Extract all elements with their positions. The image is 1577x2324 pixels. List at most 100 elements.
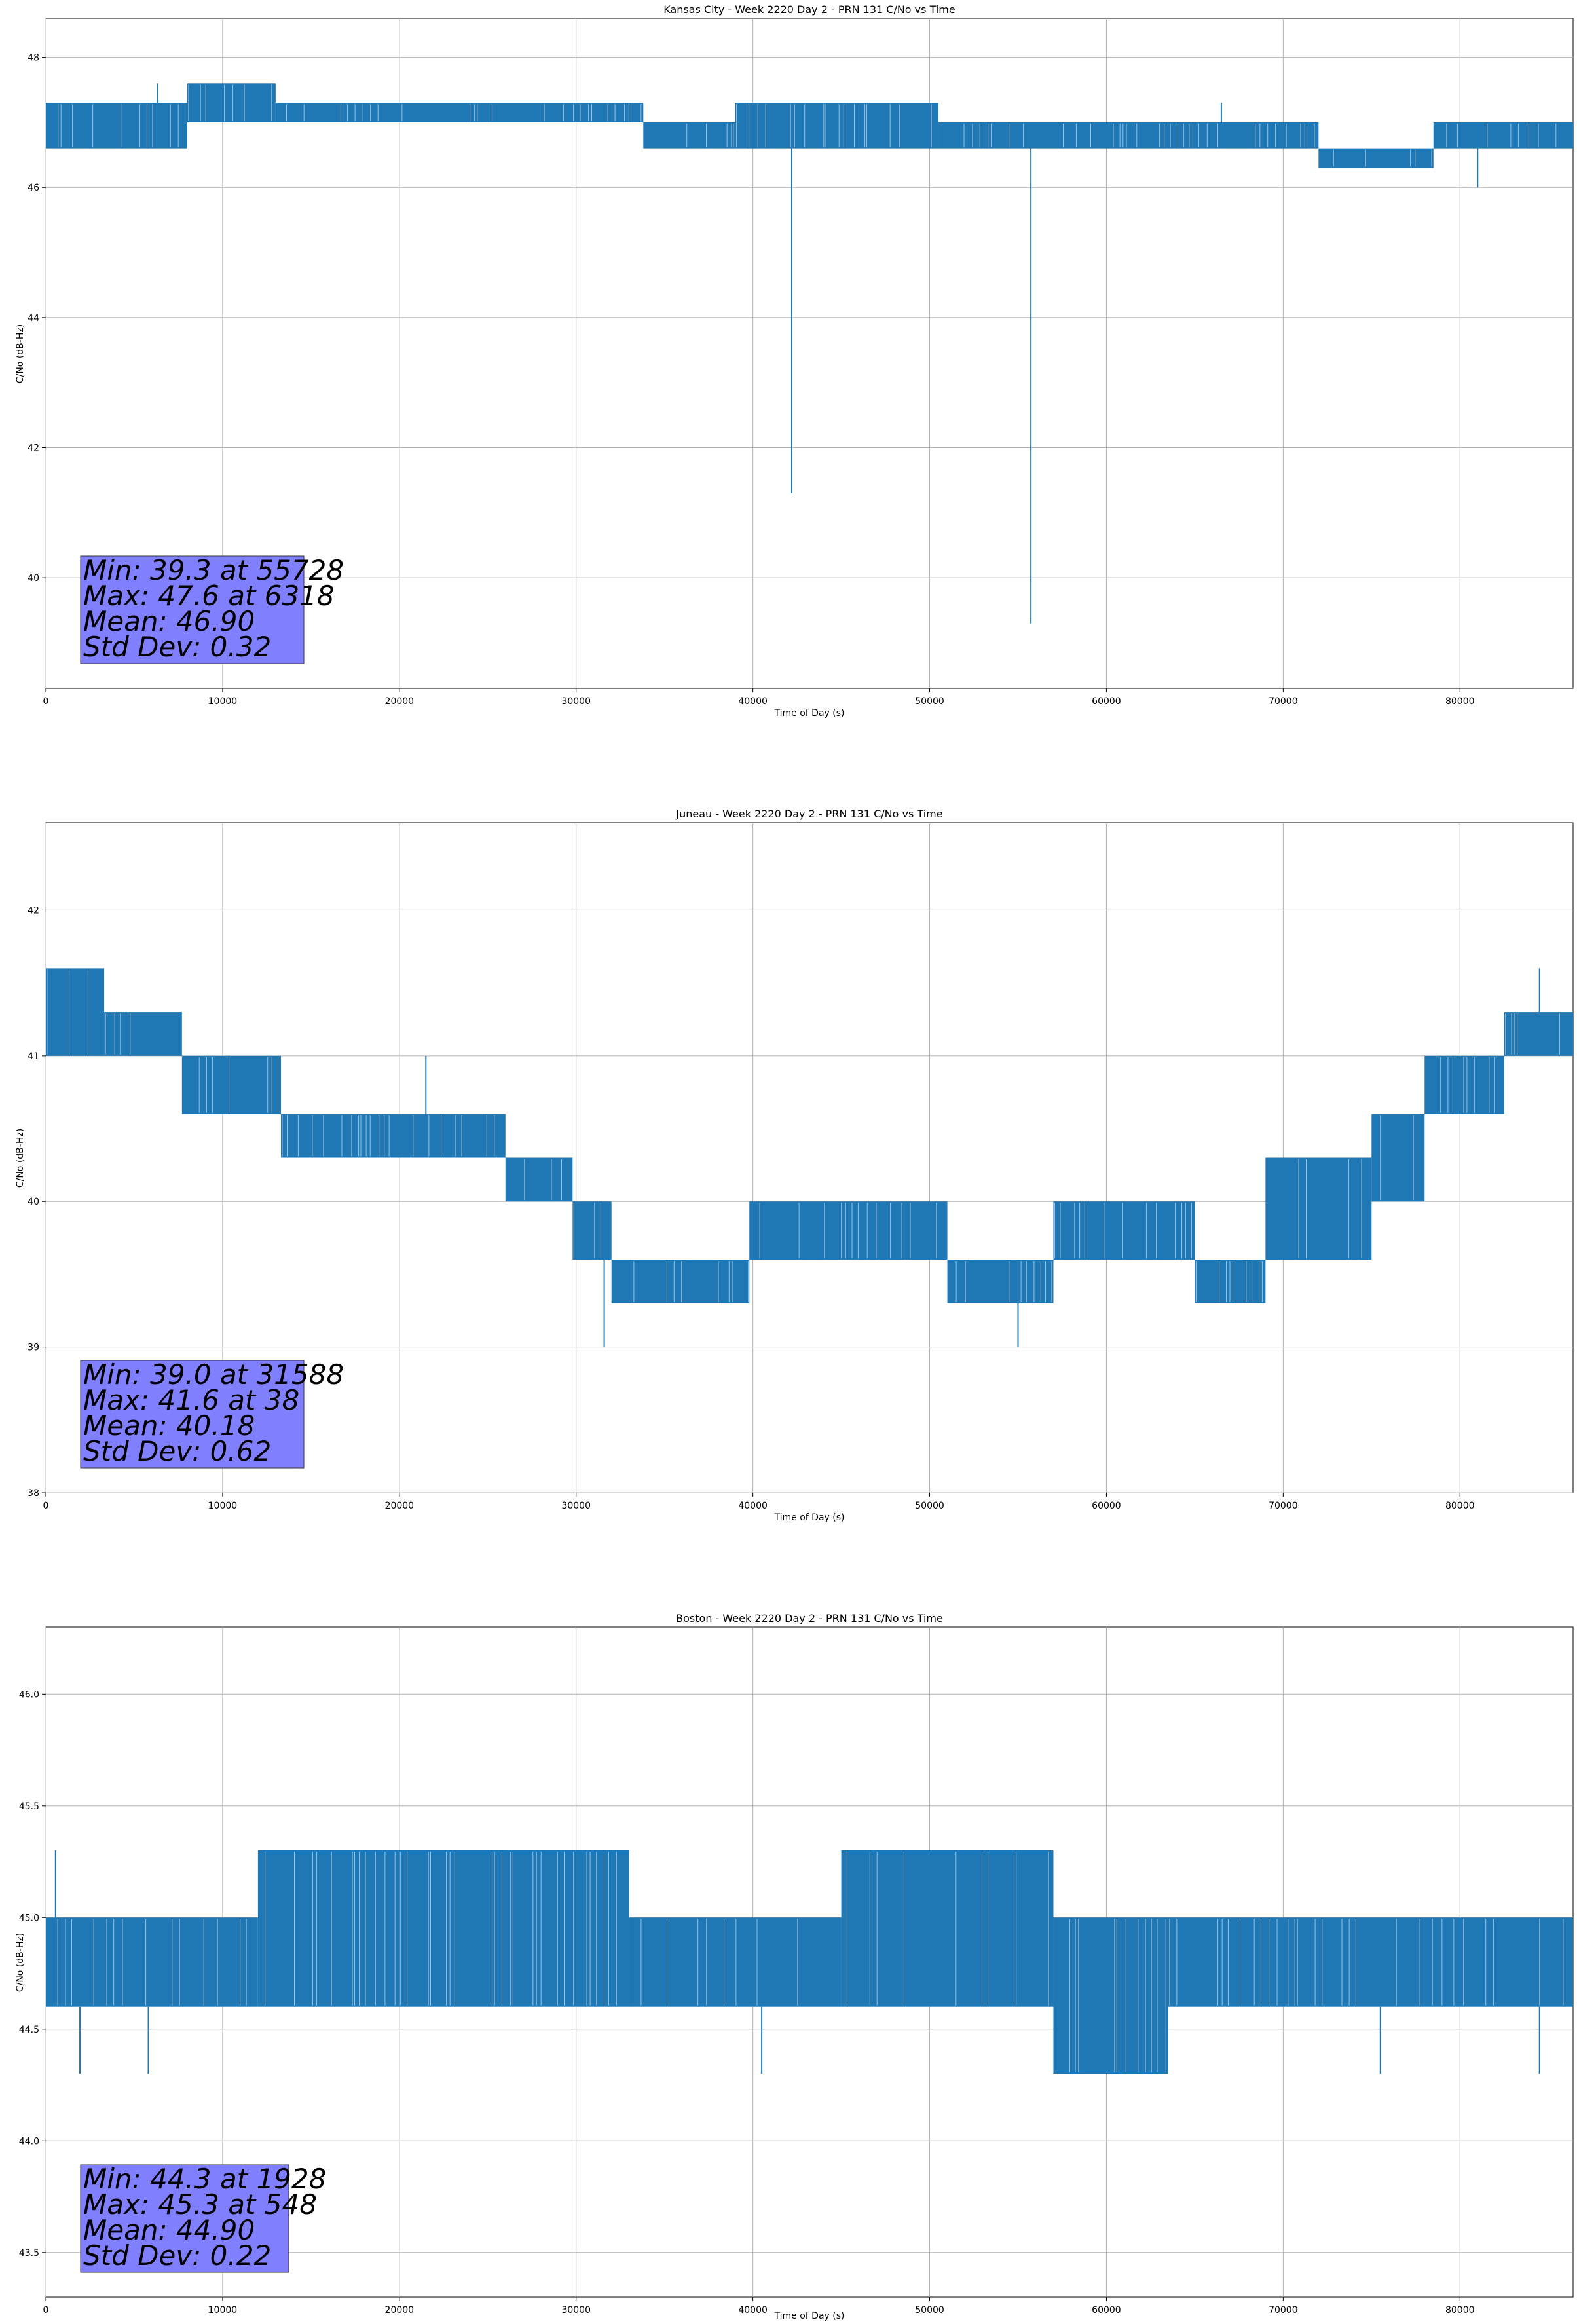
series-texture	[573, 1203, 601, 1259]
stats-mean: Mean: 46.90	[83, 605, 255, 637]
series-segment	[187, 83, 276, 122]
x-tick-labels: 0 10000 20000 30000 40000 50000 60000 70000 8000…	[43, 688, 1475, 707]
y-tick-label: 44	[28, 313, 39, 324]
y-axis-label: C/No (dB-Hz)	[15, 1129, 26, 1188]
series-texture	[1440, 1057, 1495, 1113]
stats-min: Min: 44.3 at 1928	[83, 2163, 326, 2195]
y-tick-label: 44.5	[19, 2025, 39, 2035]
x-tick-label: 10000	[208, 696, 238, 707]
y-tick-label: 46.0	[19, 1689, 39, 1700]
x-tick-label: 80000	[1445, 696, 1475, 707]
series-texture	[736, 104, 932, 147]
series-texture	[105, 1013, 131, 1055]
series-texture	[1054, 1203, 1192, 1259]
series-texture	[640, 1919, 798, 2006]
series-segment	[1265, 1157, 1372, 1260]
y-tick-label: 45.0	[19, 1913, 39, 1923]
y-tick-label: 41	[28, 1051, 39, 1062]
x-tick-label: 80000	[1445, 1501, 1475, 1511]
x-tick-label: 50000	[915, 696, 944, 707]
x-tick-labels: 0 10000 20000 30000 40000 50000 60000 70000 8000…	[43, 2297, 1475, 2315]
series-segment	[104, 1012, 182, 1056]
series-texture	[1505, 1013, 1560, 1055]
series-segment	[643, 122, 735, 149]
x-tick-label: 80000	[1445, 2305, 1475, 2315]
series-texture	[846, 1852, 1049, 2006]
y-tick-labels: 43.5 44.0 44.5 45.0 45.5 46.0	[19, 1689, 46, 2258]
x-tick-label: 20000	[385, 2305, 415, 2315]
series-texture	[282, 1115, 495, 1157]
series-texture	[972, 123, 1315, 147]
series-texture	[1069, 1919, 1166, 2072]
stats-mean: Mean: 44.90	[83, 2214, 255, 2246]
y-tick-label: 45.5	[19, 1801, 39, 1812]
x-tick-label: 50000	[915, 1501, 944, 1511]
chart-juneau: 0 10000 20000 30000 40000 50000 60000 70000 8000…	[15, 808, 1574, 1523]
series-segment	[629, 1917, 842, 2007]
y-tick-label: 40	[28, 1197, 39, 1207]
chart-title: Kansas City - Week 2220 Day 2 - PRN 131 …	[663, 3, 955, 16]
series-texture	[759, 1203, 937, 1259]
y-tick-label: 46	[28, 183, 39, 193]
stats-box	[80, 555, 305, 664]
x-tick-label: 30000	[561, 2305, 591, 2315]
x-tick-label: 10000	[208, 1501, 238, 1511]
series-segment	[947, 1260, 1054, 1303]
stats-mean: Mean: 40.18	[83, 1410, 255, 1442]
stats-std-dev: Std Dev: 0.32	[83, 631, 271, 663]
series-texture	[686, 123, 734, 147]
series-segment	[735, 103, 939, 149]
series-segment	[280, 1114, 506, 1158]
series-segment	[46, 968, 105, 1056]
y-tick-label: 40	[28, 573, 39, 584]
y-tick-label: 43.5	[19, 2248, 39, 2258]
series-texture	[188, 84, 272, 121]
series-segment	[1053, 1917, 1168, 2074]
x-tick-label: 30000	[561, 1501, 591, 1511]
stats-max: Max: 47.6 at 6318	[83, 580, 335, 612]
series-segment	[181, 1055, 281, 1114]
y-axis-label: C/No (dB-Hz)	[15, 1933, 26, 1992]
x-tick-label: 20000	[385, 696, 415, 707]
series-segment	[1318, 148, 1434, 168]
series-segment	[965, 122, 1319, 149]
x-tick-labels: 0 10000 20000 30000 40000 50000 60000 70000 8000…	[43, 1493, 1475, 1511]
series-texture	[58, 104, 179, 147]
series-texture	[633, 1261, 749, 1302]
x-tick-label: 0	[43, 1501, 49, 1511]
series-texture	[1446, 123, 1557, 147]
series-segment	[1424, 1055, 1504, 1114]
x-tick-label: 0	[43, 2305, 49, 2315]
series-segment	[572, 1201, 612, 1260]
series-segment	[275, 103, 644, 122]
data-series	[46, 83, 1573, 624]
series-segment	[1371, 1114, 1425, 1202]
series-segment	[1053, 1201, 1195, 1260]
x-tick-label: 40000	[738, 1501, 768, 1511]
stats-std-dev: Std Dev: 0.22	[83, 2240, 271, 2272]
series-segment	[1433, 122, 1573, 149]
x-tick-label: 70000	[1269, 1501, 1298, 1511]
x-tick-label: 0	[43, 696, 49, 707]
series-texture	[1298, 1159, 1362, 1259]
series-segment	[1504, 1012, 1573, 1056]
series-texture	[524, 1159, 562, 1201]
series-texture	[1169, 1919, 1572, 2006]
stats-std-dev: Std Dev: 0.62	[83, 1435, 271, 1467]
x-tick-label: 70000	[1269, 696, 1298, 707]
x-tick-label: 40000	[738, 696, 768, 707]
chart-title: Boston - Week 2220 Day 2 - PRN 131 C/No …	[676, 1612, 943, 1624]
series-segment	[1168, 1917, 1573, 2007]
x-tick-label: 50000	[915, 2305, 944, 2315]
stats-max: Max: 45.3 at 548	[83, 2188, 317, 2221]
y-tick-labels: 40 42 44 46 48	[28, 53, 46, 584]
series-segment	[505, 1157, 573, 1202]
y-tick-label: 42	[28, 443, 39, 454]
x-axis-label: Time of Day (s)	[774, 708, 845, 719]
y-tick-label: 48	[28, 53, 39, 64]
x-tick-label: 20000	[385, 1501, 415, 1511]
y-tick-labels: 38 39 40 41 42	[28, 905, 46, 1499]
y-tick-label: 44.0	[19, 2136, 39, 2146]
x-tick-label: 30000	[561, 696, 591, 707]
y-tick-label: 42	[28, 905, 39, 916]
